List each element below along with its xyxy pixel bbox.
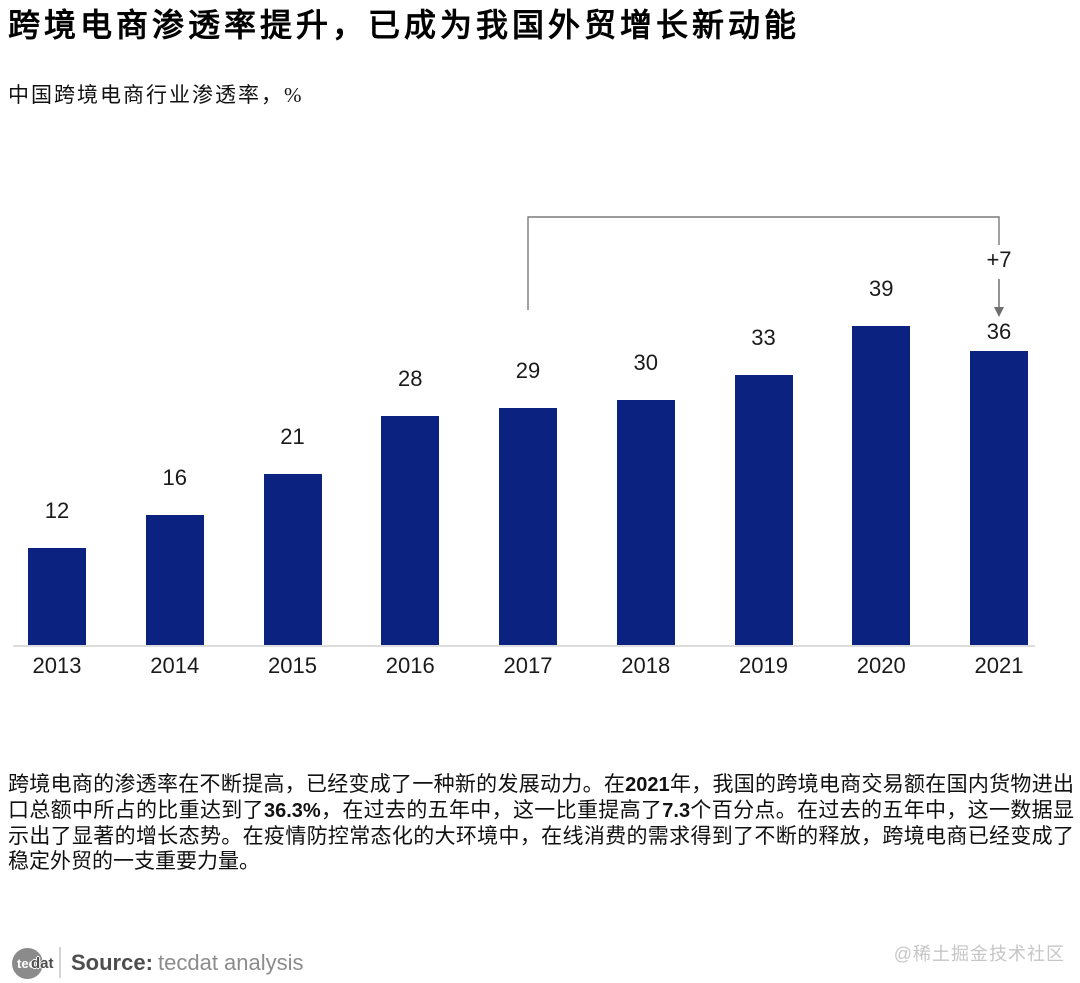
bar-value-label: 16	[162, 465, 187, 490]
commentary-text: 跨境电商的渗透率在不断提高，已经变成了一种新的发展动力。在	[8, 772, 626, 796]
x-axis-tick-label: 2014	[150, 653, 200, 678]
bar-2015	[263, 474, 322, 646]
page-title: 跨境电商渗透率提升，已成为我国外贸增长新动能	[8, 7, 801, 43]
bar-2020	[852, 326, 911, 646]
bar-2019	[734, 375, 793, 646]
bar-2021	[970, 351, 1028, 646]
bar-value-label: 30	[633, 350, 658, 375]
x-axis-line	[13, 645, 1035, 647]
source-value: tecdat analysis	[158, 950, 304, 975]
x-axis-tick-label: 2013	[32, 653, 82, 678]
x-axis-tick-label: 2017	[503, 653, 553, 678]
bar-chart-plot: 12 2013 16 2014 21 2015 28 2016 29 2017 30 2018 33 20…	[28, 146, 1028, 678]
footer-divider	[59, 947, 61, 978]
bar-slot-2021: 36 2021	[970, 319, 1028, 678]
commentary-highlight: 7.3	[662, 800, 691, 822]
bar-slot-2016: 28 2016	[381, 366, 440, 678]
commentary-paragraph: 跨境电商的渗透率在不断提高，已经变成了一种新的发展动力。在2021年，我国的跨境…	[8, 772, 1074, 874]
chart-subtitle: 中国跨境电商行业渗透率，%	[8, 83, 304, 107]
bar-2016	[381, 416, 440, 646]
logo-dat-text: dat	[31, 955, 54, 972]
bar-slot-2015: 21 2015	[263, 424, 322, 678]
bar-slot-2019: 33 2019	[734, 325, 793, 678]
x-axis-tick-label: 2020	[856, 653, 906, 678]
bar-value-label: 36	[986, 319, 1012, 344]
bar-value-label: 12	[44, 498, 70, 523]
x-axis-tick-label: 2016	[385, 653, 435, 678]
annotation-delta-label: +7	[986, 247, 1012, 272]
bar-value-label: 39	[869, 276, 894, 301]
bar-slot-2013: 12 2013	[28, 498, 86, 678]
bar-value-label: 33	[751, 325, 776, 350]
logo-tec-text: tec	[17, 956, 36, 971]
commentary-highlight: 2021	[625, 774, 670, 796]
x-axis-tick-label: 2021	[974, 653, 1024, 678]
bar-value-label: 29	[515, 358, 541, 383]
bar-slot-2020: 39 2020	[852, 276, 911, 678]
bar-2013	[28, 548, 86, 646]
bar-2014	[145, 515, 204, 646]
commentary-text: 年，我国的跨境电商交易额在国内货物进出口总额中所占的比重达到了	[8, 772, 1074, 822]
x-axis-tick-label: 2019	[739, 653, 788, 678]
tecdat-logo-icon: tec	[12, 948, 43, 979]
source-label: Source:	[71, 950, 153, 975]
footer: tec dat Source: tecdat analysis @稀土掘金技术社…	[0, 940, 1080, 983]
commentary-highlight: 36.3%	[263, 800, 321, 822]
bar-slot-2018: 30 2018	[616, 350, 675, 678]
bar-slot-2014: 16 2014	[145, 465, 204, 678]
x-axis-tick-label: 2018	[621, 653, 671, 678]
bar-slot-2017: 29 2017	[499, 358, 557, 678]
watermark: @稀土掘金技术社区	[893, 944, 1065, 964]
bar-2018	[616, 400, 675, 646]
bar-value-label: 28	[398, 366, 423, 391]
commentary-text: 个百分点。在过去的五年中，这一数据显示出了显著的增长态势。在疫情防控常态化的大环…	[8, 798, 1075, 873]
bar-value-label: 21	[280, 424, 305, 449]
bar-2017	[499, 408, 557, 646]
commentary-text: ，在过去的五年中，这一比重提高了	[320, 798, 663, 822]
x-axis-tick-label: 2015	[268, 653, 317, 678]
